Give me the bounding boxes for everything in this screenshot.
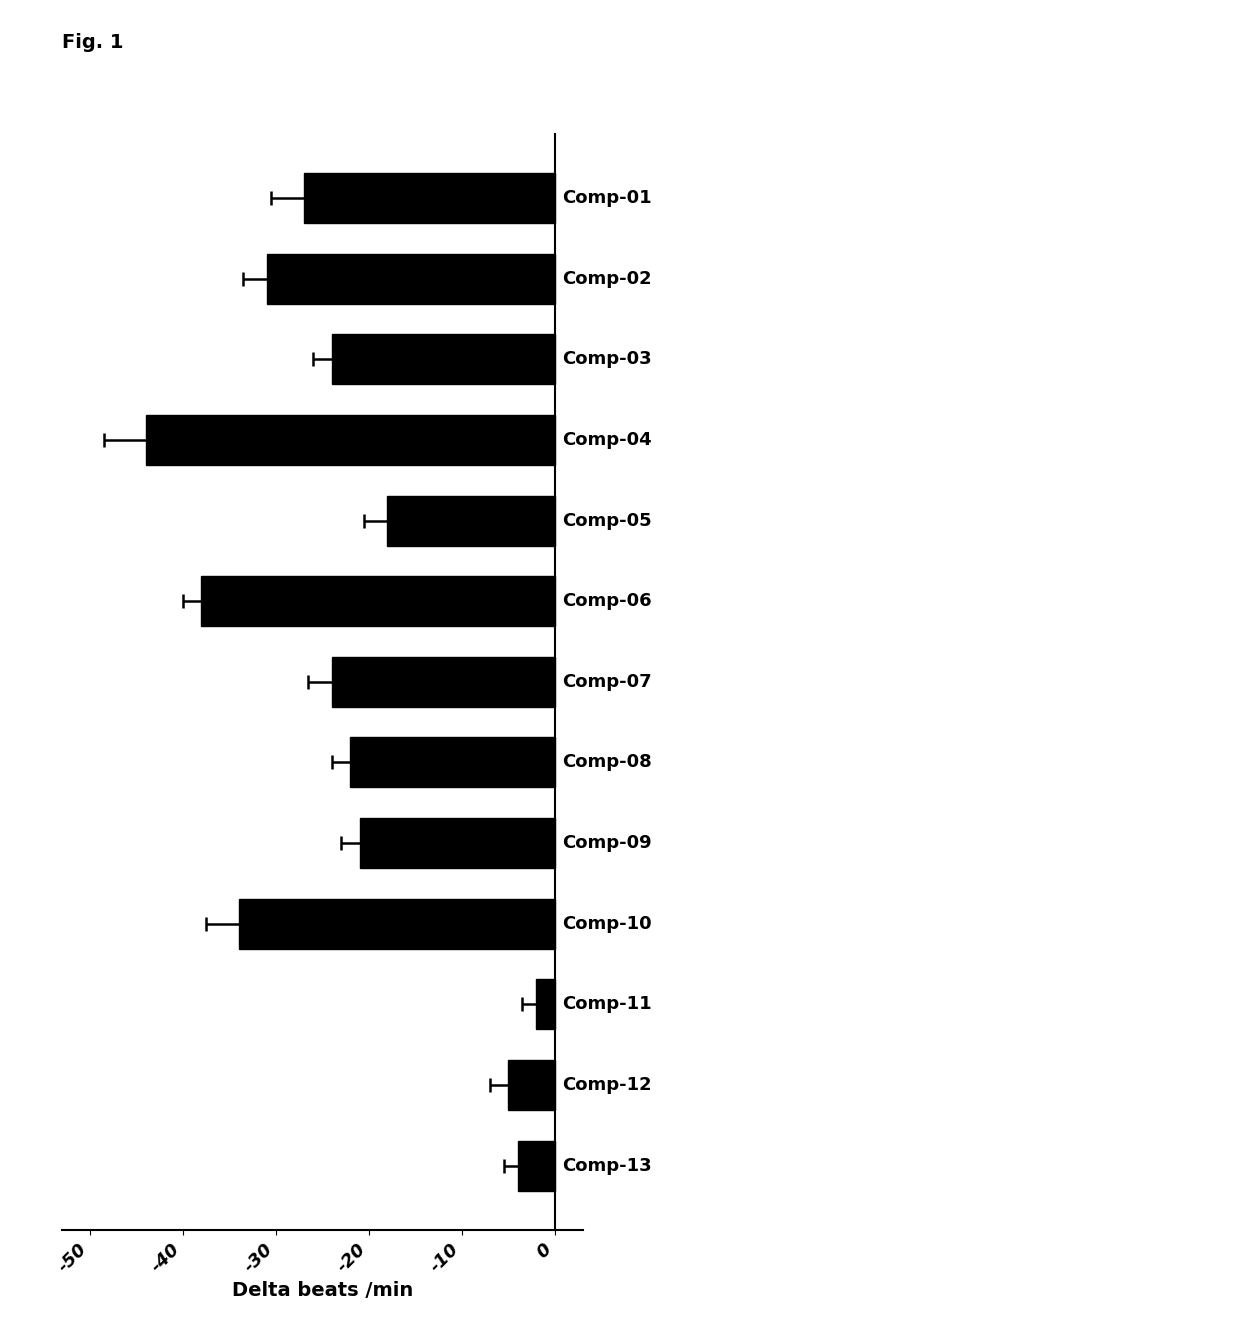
Bar [267, 254, 554, 303]
Text: Comp-05: Comp-05 [562, 512, 651, 529]
Text: Comp-09: Comp-09 [562, 834, 651, 852]
Text: Comp-04: Comp-04 [562, 431, 651, 449]
Bar [331, 656, 554, 707]
Bar [201, 576, 554, 626]
Text: Comp-06: Comp-06 [562, 592, 651, 610]
Bar [387, 496, 554, 545]
Text: Comp-10: Comp-10 [562, 915, 651, 933]
Text: Comp-07: Comp-07 [562, 673, 651, 691]
Bar [304, 174, 554, 223]
Text: Comp-12: Comp-12 [562, 1076, 651, 1094]
Text: Fig. 1: Fig. 1 [62, 33, 124, 52]
Bar [331, 334, 554, 385]
Text: Comp-08: Comp-08 [562, 754, 651, 771]
Bar [350, 738, 554, 787]
Text: Comp-02: Comp-02 [562, 270, 651, 287]
Bar [145, 414, 554, 465]
Bar [360, 818, 554, 868]
X-axis label: Delta beats /min: Delta beats /min [232, 1281, 413, 1300]
Text: Comp-03: Comp-03 [562, 350, 651, 369]
Bar [238, 898, 554, 949]
Text: Comp-11: Comp-11 [562, 995, 651, 1013]
Text: Comp-01: Comp-01 [562, 190, 651, 207]
Text: Comp-13: Comp-13 [562, 1157, 651, 1174]
Bar [536, 979, 554, 1029]
Bar [517, 1140, 554, 1190]
Bar [508, 1060, 554, 1110]
